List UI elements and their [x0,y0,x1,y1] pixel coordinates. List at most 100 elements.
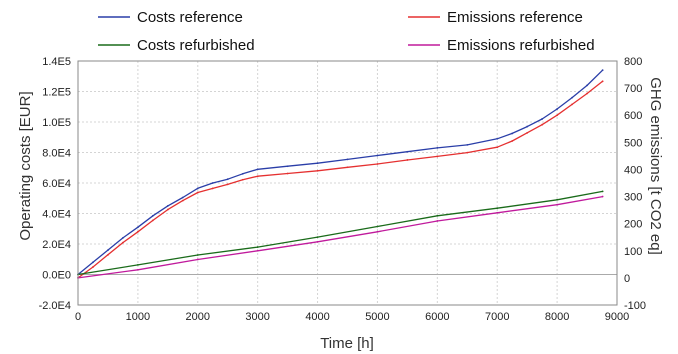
data-point-emissions-reference [556,114,559,117]
data-point-costs-reference [136,226,139,229]
data-point-costs-reference [346,158,349,161]
x-tick-label: 1000 [126,311,150,323]
data-point-costs-reference [92,261,94,264]
legend-label-emissions-refurbished: Emissions refurbished [447,37,595,54]
data-point-costs-reference [526,125,529,128]
y2-tick-label: 700 [624,83,642,95]
data-point-emissions-reference [286,172,289,175]
legend-label-costs-reference: Costs reference [137,9,243,26]
x-tick-label: 9000 [605,311,629,323]
data-point-costs-refurbished [496,207,499,210]
legend: Costs reference Emissions reference Cost… [98,9,595,54]
data-point-emissions-refurbished [556,203,559,206]
tick-labels: 0 1000 2000 3000 4000 5000 6000 7000 8000 9000-2.… [39,56,646,323]
data-point-emissions-reference [136,230,139,233]
x-tick-label: 7000 [485,311,509,323]
x-tick-label: 0 [75,311,81,323]
data-point-emissions-refurbished [376,230,379,233]
data-point-emissions-reference [526,131,529,134]
legend-label-emissions-reference: Emissions reference [447,9,583,26]
y-tick-label: 1.2E5 [42,87,71,99]
data-point-costs-refurbished [136,263,139,266]
series-line-costs-reference [77,69,604,276]
x-tick-label: 8000 [545,311,569,323]
data-point-costs-reference [151,214,154,217]
data-point-emissions-reference [436,155,439,158]
data-point-costs-reference [571,96,573,99]
data-point-emissions-refurbished [136,268,139,271]
data-point-emissions-reference [346,166,349,169]
data-point-emissions-reference [151,219,154,222]
y2-tick-label: 300 [624,192,642,204]
y-tick-label: 2.0E4 [42,239,71,251]
data-point-emissions-reference [586,92,588,95]
data-point-emissions-reference [122,241,124,244]
data-point-costs-reference [376,154,379,157]
y-tick-label: 1.0E5 [42,117,71,129]
y2-tick-label: 0 [624,273,630,285]
data-point-emissions-refurbished [436,220,439,222]
data-point-costs-reference [107,249,109,252]
legend-label-costs-refurbished: Costs refurbished [137,37,255,54]
y-tick-label: 6.0E4 [42,178,71,190]
y2-tick-label: -100 [624,300,646,312]
data-point-emissions-reference [181,199,184,202]
data-point-emissions-refurbished [196,258,199,261]
data-point-costs-refurbished [436,214,439,217]
data-point-emissions-refurbished [256,249,259,252]
data-point-costs-reference [466,143,469,146]
data-point-emissions-reference [107,253,109,256]
y-tick-label: 1.4E5 [42,56,71,68]
data-point-costs-reference [241,172,244,175]
x-axis-title: Time [h] [320,335,374,352]
data-point-emissions-reference [226,183,229,186]
x-tick-label: 4000 [305,311,329,323]
data-point-emissions-reference [406,159,409,161]
data-point-costs-reference [586,84,588,87]
y2-tick-label: 400 [624,164,642,176]
y2-tick-label: 500 [624,137,642,149]
plot-area-frame [77,60,618,306]
data-point-costs-reference [166,204,169,207]
y2-tick-label: 100 [624,246,642,258]
y-tick-label: 8.0E4 [42,148,71,160]
data-point-costs-reference [181,196,184,199]
series-line-costs-refurbished [77,190,603,276]
data-point-costs-reference [256,168,259,171]
data-point-emissions-reference [541,123,544,126]
data-point-costs-reference [406,150,409,153]
y2-tick-label: 600 [624,110,642,122]
data-point-emissions-reference [466,151,469,154]
data-point-costs-reference [211,182,214,184]
series-line-emissions-reference [77,80,604,279]
data-point-costs-refurbished [196,254,199,256]
data-point-costs-refurbished [316,236,319,239]
data-point-emissions-refurbished [601,195,604,198]
data-point-emissions-reference [256,175,259,178]
data-point-costs-reference [286,165,289,168]
data-point-costs-reference [122,237,124,239]
data-point-costs-reference [316,162,319,165]
data-point-emissions-reference [211,187,214,190]
data-point-costs-refurbished [376,225,379,228]
data-point-costs-reference [226,178,229,181]
data-point-costs-refurbished [556,198,559,201]
series-layer [77,69,604,279]
data-point-emissions-reference [92,266,94,268]
y-tick-label: 4.0E4 [42,209,71,221]
x-tick-label: 3000 [245,311,269,323]
data-point-emissions-reference [601,80,604,83]
data-point-emissions-reference [496,146,499,149]
data-point-emissions-reference [196,191,199,194]
data-point-costs-reference [601,69,604,72]
data-point-emissions-refurbished [496,211,499,214]
x-tick-label: 2000 [186,311,210,323]
x-tick-label: 6000 [425,311,449,323]
y2-axis-title: GHG emissions [t CO2 eq] [647,77,664,255]
grid [77,60,618,306]
data-point-emissions-reference [241,178,244,181]
data-point-costs-reference [556,108,559,110]
data-point-costs-reference [496,137,499,140]
data-point-emissions-reference [376,163,379,165]
